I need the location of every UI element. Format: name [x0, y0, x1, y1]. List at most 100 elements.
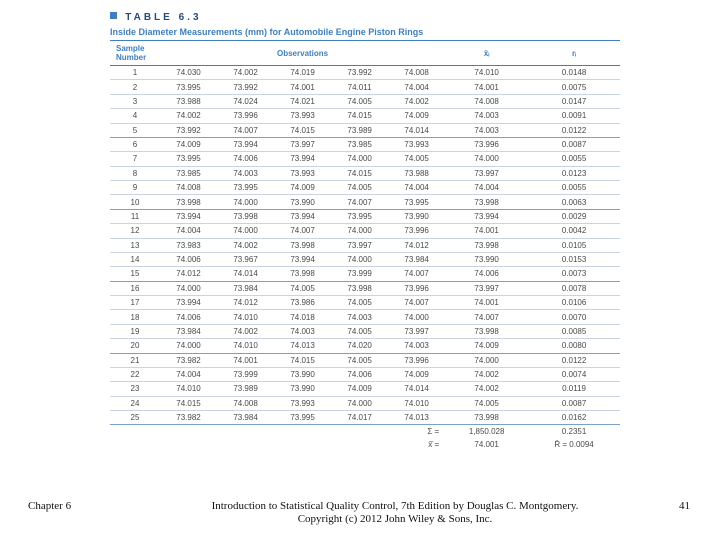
obs-cell: 74.002: [388, 94, 445, 108]
obs-cell: 73.989: [331, 123, 388, 137]
row-index: 4: [110, 109, 160, 123]
obs-cell: 73.992: [160, 123, 217, 137]
obs-cell: 73.984: [388, 252, 445, 266]
obs-cell: 74.014: [217, 267, 274, 281]
obs-cell: 74.012: [388, 238, 445, 252]
page-number: 41: [650, 500, 720, 512]
obs-cell: 74.008: [160, 181, 217, 195]
obs-cell: 74.010: [160, 382, 217, 396]
r-cell: 0.0122: [528, 123, 620, 137]
obs-cell: 73.999: [217, 367, 274, 381]
xbar-cell: 74.010: [445, 66, 528, 80]
row-index: 14: [110, 252, 160, 266]
row-index: 8: [110, 166, 160, 180]
obs-cell: 73.995: [388, 195, 445, 209]
obs-cell: 73.989: [217, 382, 274, 396]
table-row: 1674.00073.98474.00573.99873.99673.9970.…: [110, 281, 620, 295]
row-index: 10: [110, 195, 160, 209]
obs-cell: 74.019: [274, 66, 331, 80]
obs-cell: 74.009: [331, 382, 388, 396]
obs-cell: 73.996: [388, 353, 445, 367]
row-index: 3: [110, 94, 160, 108]
table-row: 1474.00673.96773.99474.00073.98473.9900.…: [110, 252, 620, 266]
r-cell: 0.0075: [528, 80, 620, 94]
table-row: 1773.99474.01273.98674.00574.00774.0010.…: [110, 296, 620, 310]
square-bullet-icon: [110, 12, 117, 19]
table-id: TABLE 6.3: [125, 12, 201, 23]
obs-cell: 73.993: [274, 109, 331, 123]
obs-cell: 73.994: [274, 152, 331, 166]
r-cell: 0.0074: [528, 367, 620, 381]
obs-cell: 73.994: [217, 137, 274, 151]
row-index: 1: [110, 66, 160, 80]
obs-cell: 73.995: [217, 181, 274, 195]
obs-cell: 74.003: [274, 324, 331, 338]
row-index: 18: [110, 310, 160, 324]
obs-cell: 74.005: [331, 181, 388, 195]
obs-cell: 73.998: [217, 209, 274, 223]
row-index: 11: [110, 209, 160, 223]
obs-cell: 73.995: [274, 411, 331, 425]
obs-cell: 74.002: [217, 238, 274, 252]
obs-cell: 74.000: [388, 310, 445, 324]
obs-cell: 73.990: [388, 209, 445, 223]
obs-cell: 74.015: [274, 123, 331, 137]
obs-cell: 74.005: [274, 281, 331, 295]
r-cell: 0.0063: [528, 195, 620, 209]
obs-cell: 73.985: [331, 137, 388, 151]
obs-cell: 74.015: [274, 353, 331, 367]
obs-cell: 73.996: [388, 224, 445, 238]
obs-cell: 73.984: [160, 324, 217, 338]
obs-cell: 74.009: [160, 137, 217, 151]
obs-cell: 73.998: [274, 267, 331, 281]
obs-cell: 73.995: [331, 209, 388, 223]
obs-cell: 74.015: [331, 166, 388, 180]
obs-cell: 73.994: [160, 209, 217, 223]
obs-cell: 74.000: [331, 396, 388, 410]
obs-cell: 74.008: [217, 396, 274, 410]
obs-cell: 74.012: [217, 296, 274, 310]
obs-cell: 73.996: [388, 281, 445, 295]
obs-cell: 74.000: [160, 339, 217, 353]
obs-cell: 74.020: [331, 339, 388, 353]
table-row: 2573.98273.98473.99574.01774.01373.9980.…: [110, 411, 620, 425]
obs-cell: 74.005: [331, 94, 388, 108]
table-6-3: TABLE 6.3 Inside Diameter Measurements (…: [110, 12, 620, 451]
obs-cell: 73.994: [160, 296, 217, 310]
row-index: 15: [110, 267, 160, 281]
obs-cell: 73.993: [388, 137, 445, 151]
table-row: 2074.00074.01074.01374.02074.00374.0090.…: [110, 339, 620, 353]
obs-cell: 74.007: [217, 123, 274, 137]
obs-cell: 73.990: [274, 367, 331, 381]
obs-cell: 74.004: [388, 181, 445, 195]
obs-cell: 74.004: [160, 367, 217, 381]
table-row: 1874.00674.01074.01874.00374.00074.0070.…: [110, 310, 620, 324]
xbar-cell: 74.007: [445, 310, 528, 324]
table-row: 2274.00473.99973.99074.00674.00974.0020.…: [110, 367, 620, 381]
obs-cell: 74.006: [217, 152, 274, 166]
obs-cell: 74.010: [217, 339, 274, 353]
r-cell: 0.0087: [528, 396, 620, 410]
obs-cell: 74.007: [274, 224, 331, 238]
obs-cell: 73.994: [274, 209, 331, 223]
row-index: 17: [110, 296, 160, 310]
row-index: 9: [110, 181, 160, 195]
xbar-cell: 74.005: [445, 396, 528, 410]
obs-cell: 73.997: [331, 238, 388, 252]
rbar-cell: R̄ = 0.0094: [528, 438, 620, 451]
sigma-xbar: 1,850.028: [445, 425, 528, 439]
table-header: SampleNumber Observations x̄ᵢ rᵢ: [110, 41, 620, 66]
xbar-cell: 74.004: [445, 181, 528, 195]
row-index: 21: [110, 353, 160, 367]
r-cell: 0.0122: [528, 353, 620, 367]
r-cell: 0.0162: [528, 411, 620, 425]
obs-cell: 73.988: [160, 94, 217, 108]
table-row: 1373.98374.00273.99873.99774.01273.9980.…: [110, 238, 620, 252]
obs-cell: 73.999: [331, 267, 388, 281]
row-index: 5: [110, 123, 160, 137]
xbar-cell: 74.008: [445, 94, 528, 108]
r-cell: 0.0087: [528, 137, 620, 151]
row-index: 16: [110, 281, 160, 295]
xbar-cell: 73.990: [445, 252, 528, 266]
col-xbar: x̄ᵢ: [445, 41, 528, 66]
